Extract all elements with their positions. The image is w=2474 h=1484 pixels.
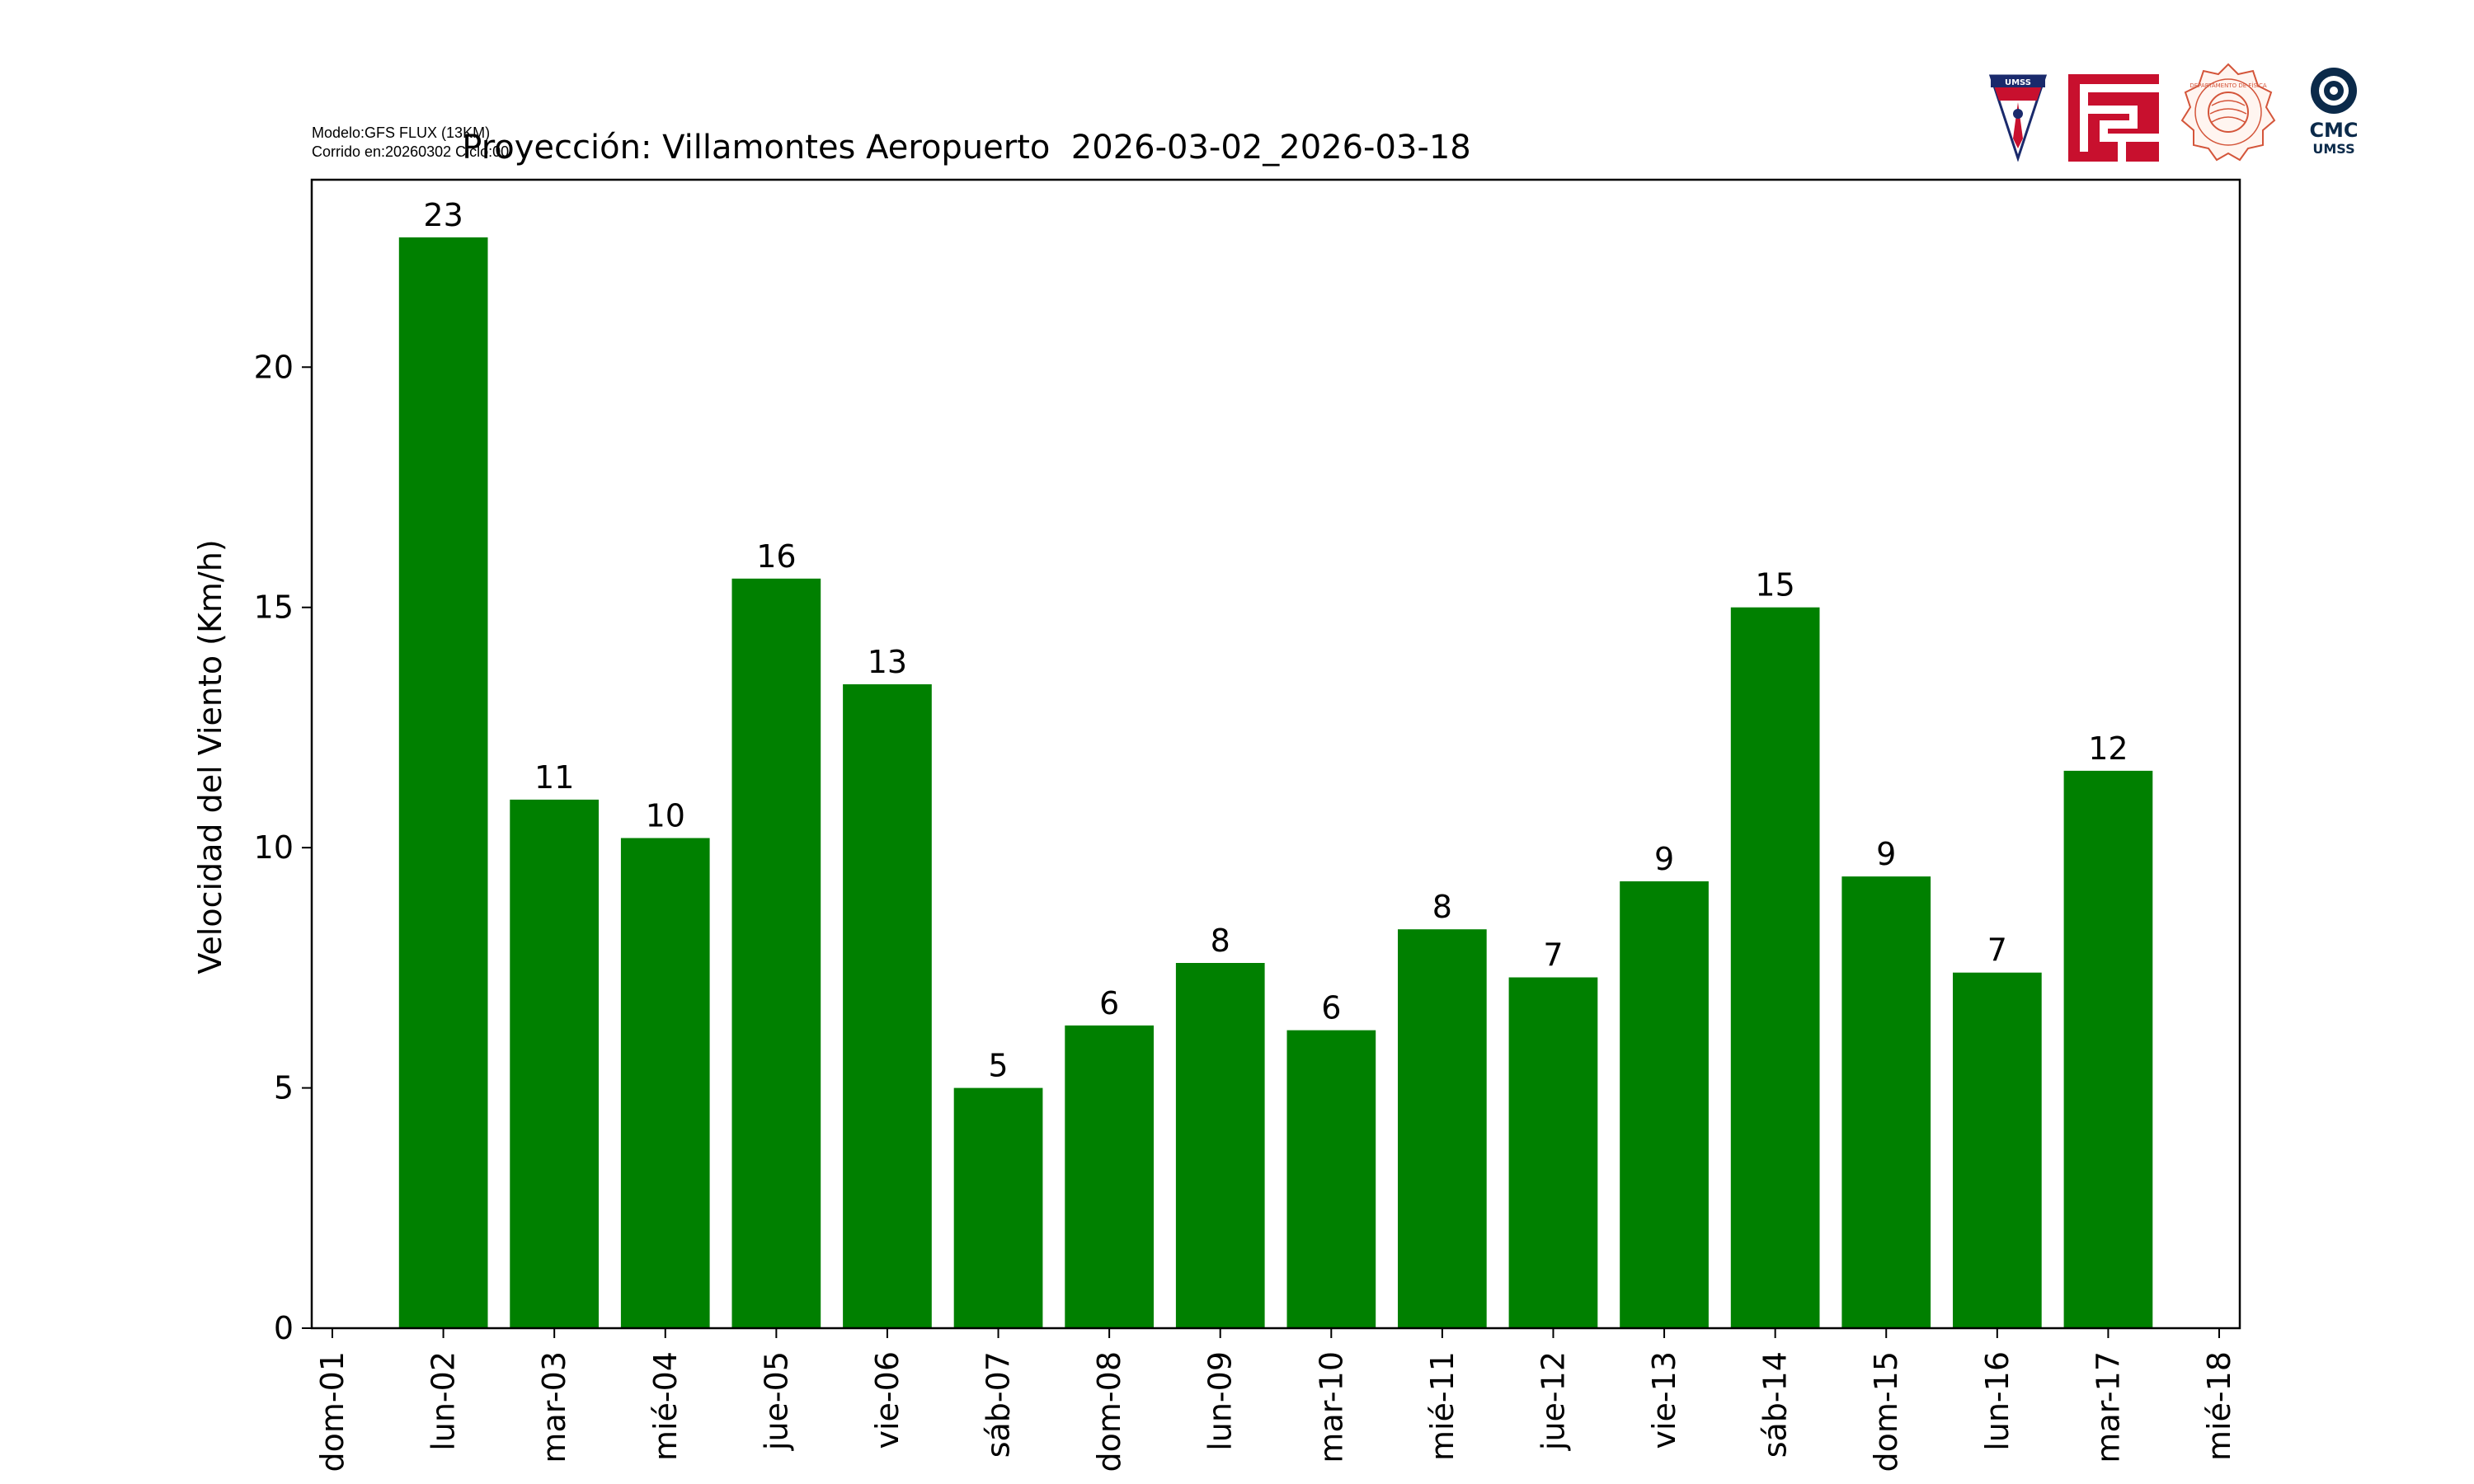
x-tick-label: dom-15 [1868, 1351, 1904, 1472]
bar-value-label: 15 [1755, 567, 1794, 603]
bar-value-label: 5 [988, 1048, 1008, 1084]
bar-vie-06 [843, 684, 932, 1328]
y-tick-label: 15 [254, 589, 294, 626]
bar-mar-03 [510, 799, 599, 1328]
bar-value-label: 8 [1211, 923, 1230, 959]
x-tick-label: vie-06 [869, 1351, 905, 1449]
x-tick-label: sáb-14 [1757, 1351, 1794, 1458]
x-tick-label: mié-11 [1424, 1351, 1460, 1461]
x-tick-label: lun-09 [1202, 1351, 1239, 1451]
bar-value-label: 7 [1987, 932, 2007, 969]
plot-frame [310, 178, 2241, 1330]
bar-lun-02 [398, 237, 488, 1328]
bar-value-label: 9 [1876, 836, 1896, 872]
bar-value-label: 11 [534, 759, 574, 796]
x-axis-ticks: dom-01 lun-02 mar-03 mié-04 jue-05 vie-06 sáb-… [314, 1328, 2237, 1472]
bar-dom-15 [1841, 876, 1931, 1328]
x-tick-label: lun-16 [1979, 1351, 2015, 1451]
x-tick-label: mar-03 [536, 1351, 572, 1463]
cmc-umss-logo: CMC UMSS [2309, 68, 2359, 157]
bar-dom-08 [1065, 1025, 1154, 1328]
x-tick-label: jue-05 [758, 1351, 794, 1451]
bar-lun-16 [1953, 972, 2042, 1328]
bar-value-label: 6 [1099, 985, 1119, 1021]
x-tick-label: vie-13 [1646, 1351, 1682, 1449]
bar-value-labels: 23 11 10 16 13 5 6 8 6 8 7 9 15 9 7 12 [423, 197, 2128, 1084]
umss-shield-logo: UMSS [1988, 74, 2048, 162]
bar-mar-10 [1286, 1030, 1376, 1328]
physics-department-seal: DEPARTAMENTO DE FÍSICA [2180, 63, 2276, 162]
umss-shield-text: UMSS [2005, 78, 2031, 87]
physics-seal-text: DEPARTAMENTO DE FÍSICA [2189, 82, 2266, 89]
bar-sáb-07 [953, 1087, 1043, 1328]
bar-jue-12 [1508, 977, 1598, 1328]
y-tick-label: 0 [274, 1310, 294, 1346]
cmc-text: CMC [2309, 119, 2358, 142]
x-tick-label: mié-04 [647, 1351, 684, 1461]
y-tick-label: 5 [274, 1070, 294, 1106]
bar-value-label: 10 [646, 798, 685, 834]
bar-lun-09 [1175, 963, 1265, 1328]
faculty-emblem-logo [2068, 74, 2159, 162]
bar-value-label: 9 [1654, 841, 1674, 877]
x-tick-label: dom-01 [314, 1351, 350, 1472]
y-tick-label: 10 [254, 829, 294, 866]
bar-mié-11 [1398, 929, 1487, 1328]
x-tick-label: mar-17 [2090, 1351, 2126, 1463]
x-tick-label: jue-12 [1536, 1351, 1572, 1451]
x-tick-label: mié-18 [2201, 1351, 2237, 1461]
bar-value-label: 23 [423, 197, 463, 233]
bar-value-label: 6 [1321, 990, 1341, 1026]
bar-value-label: 7 [1543, 937, 1563, 974]
x-tick-label: lun-02 [426, 1351, 462, 1451]
y-axis-ticks: 0 5 10 15 20 [254, 349, 312, 1346]
x-tick-label: mar-10 [1313, 1351, 1349, 1463]
y-axis-label: Velocidad del Viento (Km/h) [192, 539, 228, 974]
bar-value-label: 13 [868, 644, 907, 680]
bars-layer [398, 237, 2153, 1328]
chart-title: Proyección: Villamontes Aeropuerto 2026-… [462, 129, 1470, 167]
run-info-line: Corrido en:20260302 Ciclo:00 [312, 143, 509, 160]
bar-jue-05 [731, 578, 821, 1328]
bar-vie-13 [1620, 881, 1709, 1328]
bar-mié-04 [620, 838, 710, 1328]
x-tick-label: dom-08 [1091, 1351, 1127, 1472]
bar-sáb-14 [1730, 607, 1820, 1328]
y-tick-label: 20 [254, 349, 294, 385]
bar-value-label: 12 [2088, 730, 2128, 767]
model-info-line: Modelo:GFS FLUX (13KM) [312, 124, 490, 141]
cmc-sub-text: UMSS [2312, 141, 2354, 157]
bar-value-label: 16 [756, 538, 796, 575]
x-tick-label: sáb-07 [981, 1351, 1017, 1458]
bar-value-label: 8 [1432, 889, 1452, 925]
bar-mar-17 [2063, 770, 2153, 1328]
